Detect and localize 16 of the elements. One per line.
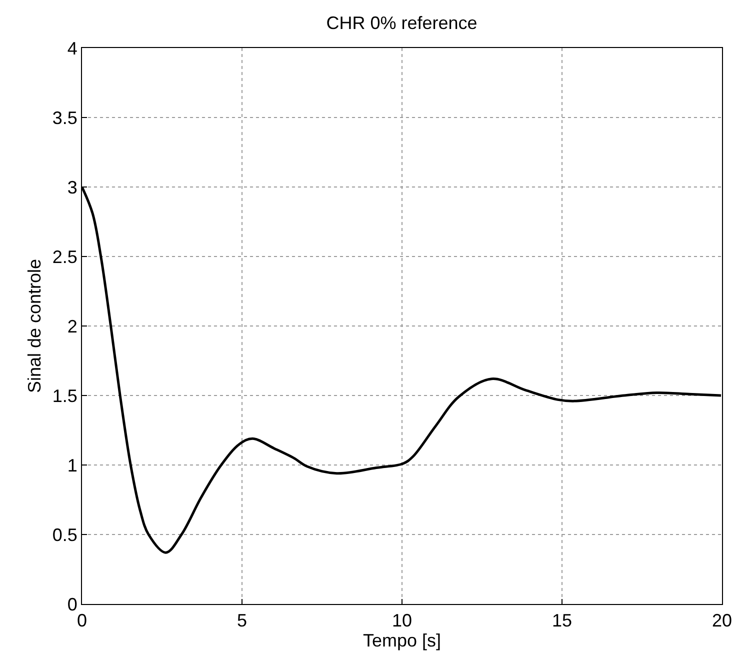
y-tick-label: 3: [67, 177, 78, 198]
y-tick-label: 0.5: [52, 524, 78, 545]
x-tick-label: 10: [392, 610, 412, 631]
x-axis-title: Tempo [s]: [362, 630, 442, 651]
y-axis-title: Sinal de controle: [24, 258, 45, 394]
y-tick-label: 4: [67, 38, 78, 58]
y-tick-label: 1.5: [52, 386, 78, 406]
y-tick-label: 0: [67, 594, 78, 614]
y-tick-label: 2: [67, 316, 78, 336]
y-tick-label: 3.5: [52, 108, 78, 128]
x-tick-label: 15: [552, 610, 572, 631]
y-tick-label: 1: [67, 455, 78, 476]
x-tick-label: 5: [236, 610, 248, 631]
x-tick-label: 20: [712, 610, 732, 631]
chart-title: CHR 0% reference: [326, 13, 478, 34]
y-tick-label: 2.5: [52, 246, 78, 267]
